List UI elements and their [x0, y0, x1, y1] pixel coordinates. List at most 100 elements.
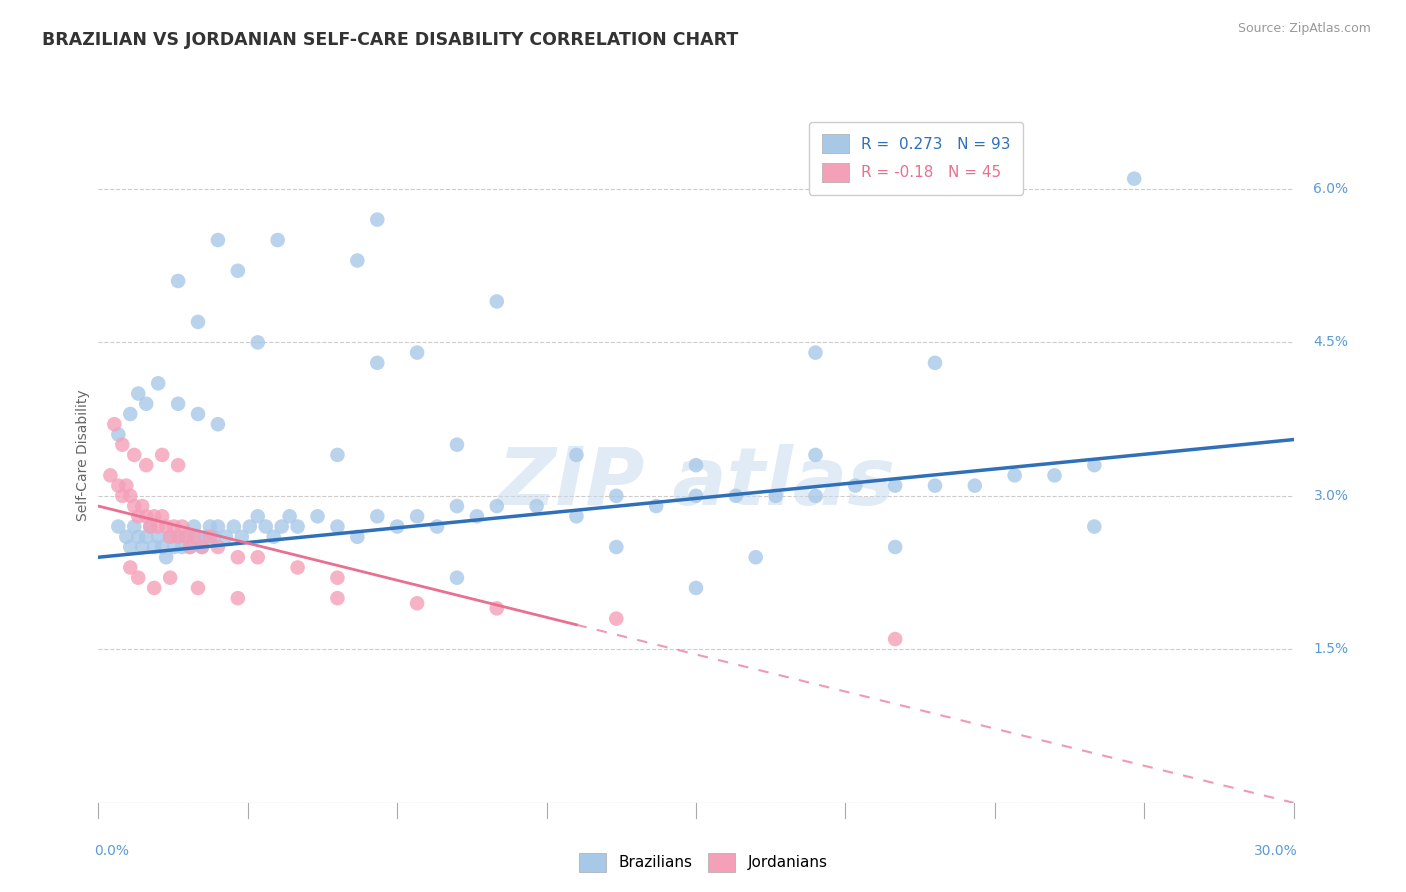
- Point: [131, 540, 153, 554]
- Point: [406, 509, 429, 524]
- Point: [135, 509, 157, 524]
- Point: [127, 386, 149, 401]
- Y-axis label: Self-Care Disability: Self-Care Disability: [76, 389, 90, 521]
- Point: [222, 519, 245, 533]
- Point: [124, 519, 146, 533]
- Point: [346, 530, 368, 544]
- Point: [963, 478, 986, 492]
- Point: [187, 407, 209, 421]
- Point: [163, 519, 186, 533]
- Point: [485, 499, 508, 513]
- Point: [159, 530, 181, 544]
- Point: [150, 540, 173, 554]
- Point: [745, 550, 768, 565]
- Point: [207, 233, 229, 247]
- Point: [685, 581, 707, 595]
- Point: [226, 550, 249, 565]
- Point: [124, 499, 146, 513]
- Point: [605, 489, 627, 503]
- Point: [884, 478, 907, 492]
- Point: [143, 509, 166, 524]
- Point: [804, 345, 827, 359]
- Point: [191, 540, 214, 554]
- Point: [254, 519, 277, 533]
- Point: [263, 530, 285, 544]
- Point: [207, 540, 229, 554]
- Point: [187, 315, 209, 329]
- Point: [111, 489, 134, 503]
- Point: [127, 530, 149, 544]
- Point: [844, 478, 866, 492]
- Point: [198, 519, 221, 533]
- Point: [366, 509, 388, 524]
- Legend: R =  0.273   N = 93, R = -0.18   N = 45: R = 0.273 N = 93, R = -0.18 N = 45: [810, 121, 1024, 194]
- Point: [645, 499, 668, 513]
- Point: [127, 509, 149, 524]
- Point: [107, 519, 129, 533]
- Point: [287, 519, 309, 533]
- Point: [120, 407, 142, 421]
- Point: [765, 489, 787, 503]
- Point: [605, 540, 627, 554]
- Point: [207, 417, 229, 432]
- Point: [924, 356, 946, 370]
- Point: [246, 335, 269, 350]
- Point: [107, 478, 129, 492]
- Point: [115, 478, 138, 492]
- Point: [139, 519, 162, 533]
- Point: [685, 458, 707, 472]
- Point: [1004, 468, 1026, 483]
- Point: [226, 264, 249, 278]
- Point: [207, 519, 229, 533]
- Point: [406, 345, 429, 359]
- Point: [150, 448, 173, 462]
- Point: [239, 519, 262, 533]
- Legend: Brazilians, Jordanians: Brazilians, Jordanians: [571, 845, 835, 880]
- Point: [326, 519, 349, 533]
- Text: 6.0%: 6.0%: [1313, 182, 1348, 196]
- Point: [103, 417, 125, 432]
- Point: [267, 233, 290, 247]
- Point: [115, 530, 138, 544]
- Point: [98, 468, 122, 483]
- Point: [127, 571, 149, 585]
- Point: [884, 632, 907, 646]
- Point: [131, 499, 153, 513]
- Point: [446, 499, 468, 513]
- Point: [446, 571, 468, 585]
- Point: [143, 581, 166, 595]
- Point: [287, 560, 309, 574]
- Point: [1123, 171, 1146, 186]
- Point: [167, 274, 190, 288]
- Point: [163, 540, 186, 554]
- Point: [179, 540, 201, 554]
- Point: [406, 596, 429, 610]
- Point: [565, 448, 588, 462]
- Text: Source: ZipAtlas.com: Source: ZipAtlas.com: [1237, 22, 1371, 36]
- Point: [120, 489, 142, 503]
- Point: [179, 540, 201, 554]
- Point: [1083, 458, 1105, 472]
- Point: [187, 530, 209, 544]
- Point: [167, 397, 190, 411]
- Point: [246, 550, 269, 565]
- Point: [346, 253, 368, 268]
- Point: [148, 376, 170, 391]
- Text: ZIP atlas: ZIP atlas: [496, 443, 896, 522]
- Point: [124, 448, 146, 462]
- Text: 3.0%: 3.0%: [1313, 489, 1348, 503]
- Point: [148, 530, 170, 544]
- Point: [1043, 468, 1066, 483]
- Point: [139, 519, 162, 533]
- Point: [183, 519, 205, 533]
- Point: [366, 212, 388, 227]
- Point: [107, 427, 129, 442]
- Point: [485, 601, 508, 615]
- Point: [174, 530, 197, 544]
- Point: [465, 509, 488, 524]
- Point: [924, 478, 946, 492]
- Point: [226, 591, 249, 606]
- Point: [202, 530, 225, 544]
- Point: [187, 581, 209, 595]
- Point: [198, 530, 221, 544]
